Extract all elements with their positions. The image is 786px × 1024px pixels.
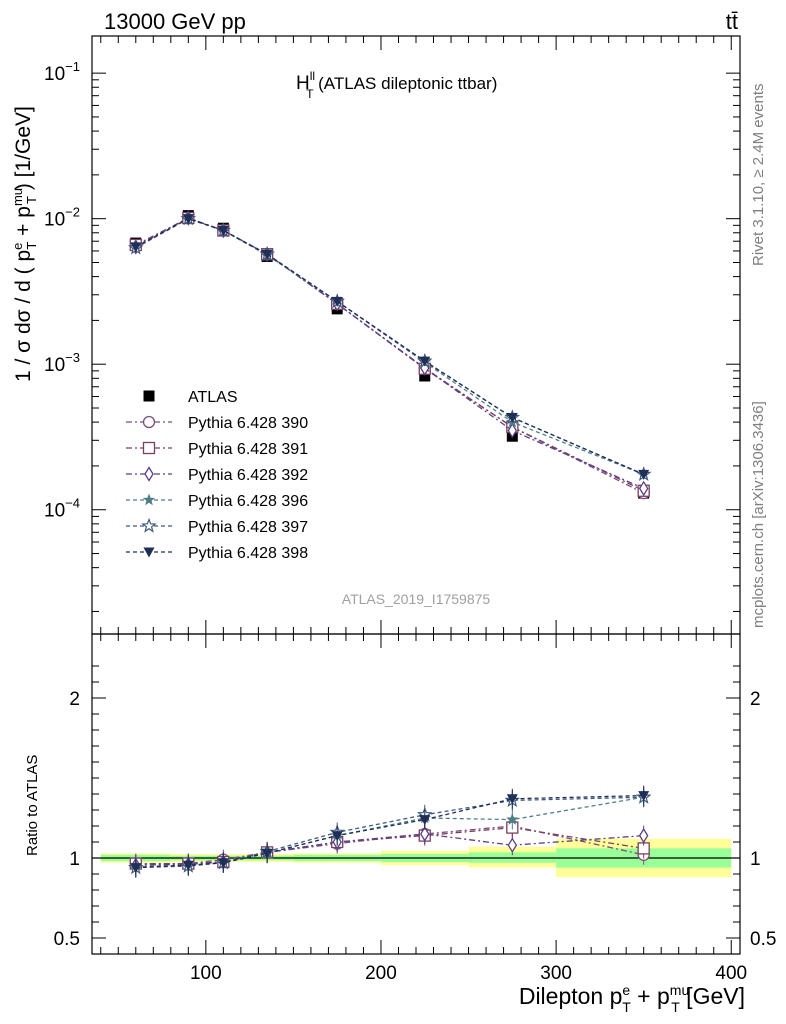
main-series-line-5 xyxy=(135,217,644,475)
main-ytick-label: 10−4 xyxy=(44,496,80,522)
main-series-line-4 xyxy=(135,217,644,475)
main-point-s6-1 xyxy=(182,214,194,225)
ratio-point-s2-6 xyxy=(507,837,518,853)
main-ytick-label: 10−1 xyxy=(44,59,80,85)
legend-label-5: Pythia 6.428 397 xyxy=(188,519,308,536)
ratio-ytick-label-right: 1 xyxy=(750,849,761,870)
main-point-s6-4 xyxy=(331,296,343,307)
legend-label-3: Pythia 6.428 392 xyxy=(188,467,308,484)
ratio-point-s5-4 xyxy=(331,831,343,842)
legend-label-1: Pythia 6.428 390 xyxy=(188,415,308,432)
main-axis-ticks: 10−1 10−2 10−3 10−4 xyxy=(44,36,740,634)
header-process-label: tt̄ xyxy=(726,9,738,34)
header-energy-label: 13000 GeV pp xyxy=(104,9,246,34)
main-point-s3-7 xyxy=(638,480,649,497)
ratio-point-s2-5 xyxy=(419,826,430,842)
ratio-point-s2-7 xyxy=(638,827,649,844)
x-axis-label: Dilepton pe T + pmu T [GeV] xyxy=(519,982,745,1015)
ratio-point-s5-0 xyxy=(130,863,142,874)
ratio-series-group xyxy=(127,785,652,878)
ratio-point-s5-2 xyxy=(217,858,229,869)
legend-marker-4 xyxy=(142,493,156,506)
ratio-ytick-label-right: 0.5 xyxy=(750,929,776,950)
x-tick-label: 300 xyxy=(540,963,572,984)
main-point-s6-7 xyxy=(638,469,650,480)
mcplots-label: mcplots.cern.ch [arXiv:1306.3436] xyxy=(750,401,767,628)
ratio-y-axis-label: Ratio to ATLAS xyxy=(24,755,41,856)
main-series-group xyxy=(127,210,652,500)
legend: ATLAS Pythia 6.428 390 Pythia 6.428 391 Pyt… xyxy=(126,389,308,562)
ratio-ytick-label-left: 0.5 xyxy=(54,929,80,950)
legend-marker-0 xyxy=(143,390,155,402)
ratio-point-s5-6 xyxy=(506,794,518,805)
legend-marker-1 xyxy=(142,415,156,429)
legend-marker-2 xyxy=(142,441,156,455)
main-point-s3-6 xyxy=(507,422,518,439)
rivet-version-label: Rivet 3.1.10, ≥ 2.4M events xyxy=(750,84,767,267)
legend-marker-6 xyxy=(143,547,155,558)
ratio-point-s5-7 xyxy=(638,791,650,802)
x-tick-label: 400 xyxy=(715,963,747,984)
ratio-ytick-label-left: 2 xyxy=(69,689,80,710)
main-point-s6-3 xyxy=(261,249,273,260)
ratio-series-line-4 xyxy=(135,796,644,869)
main-series-line-6 xyxy=(135,217,644,475)
main-point-s6-5 xyxy=(419,356,431,367)
ratio-point-s5-5 xyxy=(419,815,431,826)
legend-label-6: Pythia 6.428 398 xyxy=(188,545,308,562)
legend-marker-5 xyxy=(141,517,157,533)
legend-label-2: Pythia 6.428 391 xyxy=(188,441,308,458)
ratio-point-s5-1 xyxy=(182,860,194,871)
main-point-s6-2 xyxy=(217,225,229,236)
x-tick-label: 100 xyxy=(190,963,222,984)
ratio-ytick-label-right: 2 xyxy=(750,689,761,710)
ratio-ytick-label-left: 1 xyxy=(69,849,80,870)
legend-label-0: ATLAS xyxy=(188,389,238,406)
main-ytick-label: 10−3 xyxy=(44,350,80,376)
main-point-s6-0 xyxy=(130,242,142,253)
legend-marker-3 xyxy=(144,466,154,482)
ratio-point-s3-6 xyxy=(506,813,519,825)
ratio-point-s5-3 xyxy=(261,848,273,859)
analysis-watermark: ATLAS_2019_I1759875 xyxy=(342,591,491,607)
main-point-s6-6 xyxy=(506,413,518,424)
legend-label-4: Pythia 6.428 396 xyxy=(188,493,308,510)
x-tick-label: 200 xyxy=(365,963,397,984)
main-ytick-label: 10−2 xyxy=(44,205,80,231)
plot-title: Hll T (ATLAS dileptonic ttbar) xyxy=(296,69,497,101)
main-point-s0-5 xyxy=(419,370,431,382)
ratio-series-line-5 xyxy=(135,794,644,869)
main-y-axis-label: 1 / σ dσ / d ( peT + pmuT ) [1/GeV] xyxy=(10,106,39,382)
